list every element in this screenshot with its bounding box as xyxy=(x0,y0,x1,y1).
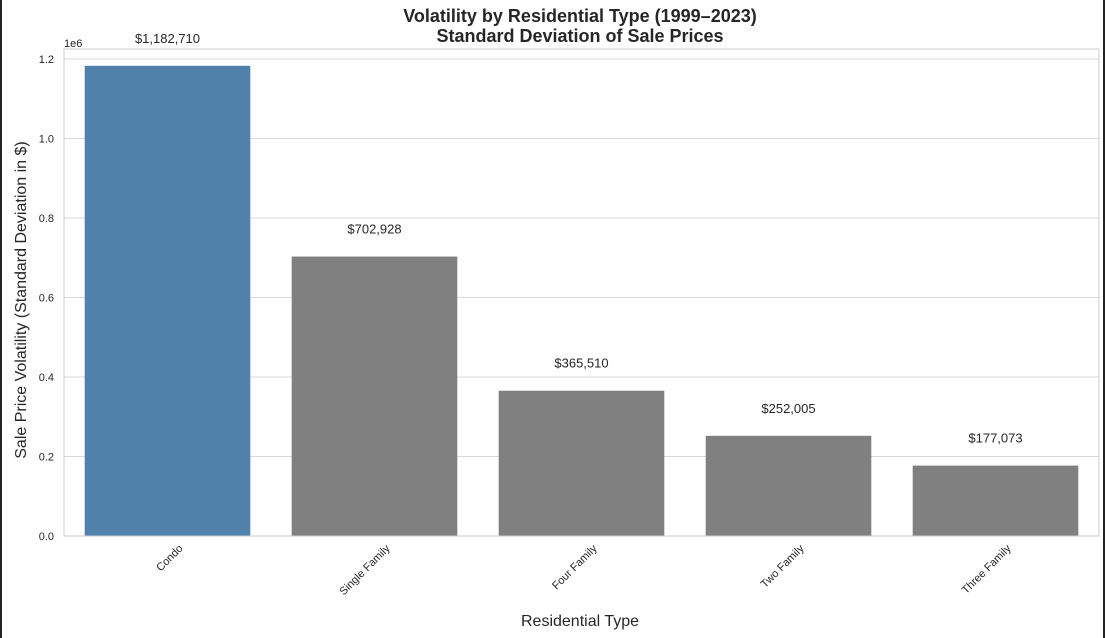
y-tick-label: 1.0 xyxy=(39,133,54,145)
data-label: $702,928 xyxy=(347,222,401,237)
y-tick-label: 0.2 xyxy=(39,451,54,463)
x-tick-label: Three Family xyxy=(960,542,1014,596)
data-label: $177,073 xyxy=(968,431,1022,446)
y-tick-labels: 0.0 0.2 0.4 0.6 0.8 1.0 1.2 xyxy=(39,54,54,543)
x-tick-label: Two Family xyxy=(759,542,807,590)
bar xyxy=(291,256,458,536)
x-tick-label: Four Family xyxy=(550,542,600,592)
y-tick-label: 1.2 xyxy=(39,54,54,66)
x-tick-label: Condo xyxy=(154,543,185,574)
chart-subtitle: Standard Deviation of Sale Prices xyxy=(436,26,723,46)
y-axis-offset-label: 1e6 xyxy=(64,38,82,50)
x-axis-label: Residential Type xyxy=(521,613,639,630)
y-tick-label: 0.6 xyxy=(39,292,54,304)
data-label: $252,005 xyxy=(761,401,815,416)
y-tick-label: 0.8 xyxy=(39,213,54,225)
plot-area-border xyxy=(63,48,1100,537)
y-axis-label: Sale Price Volatility (Standard Deviatio… xyxy=(13,141,30,459)
y-tick-label: 0.4 xyxy=(39,372,54,384)
x-tick-labels: Condo Single Family Four Family Two Family T… xyxy=(154,542,1014,598)
bar xyxy=(912,465,1079,536)
y-tick-label: 0.0 xyxy=(39,531,54,543)
data-labels: $1,182,710 $702,928 $365,510 $252,005 $177,0… xyxy=(135,31,1023,446)
bar xyxy=(705,435,872,536)
x-tick-label: Single Family xyxy=(337,542,393,598)
chart-title: Volatility by Residential Type (1999–202… xyxy=(403,6,756,26)
bars xyxy=(84,65,1079,536)
data-label: $1,182,710 xyxy=(135,31,200,46)
bar xyxy=(498,390,665,536)
bar xyxy=(84,65,251,536)
data-label: $365,510 xyxy=(554,356,608,371)
